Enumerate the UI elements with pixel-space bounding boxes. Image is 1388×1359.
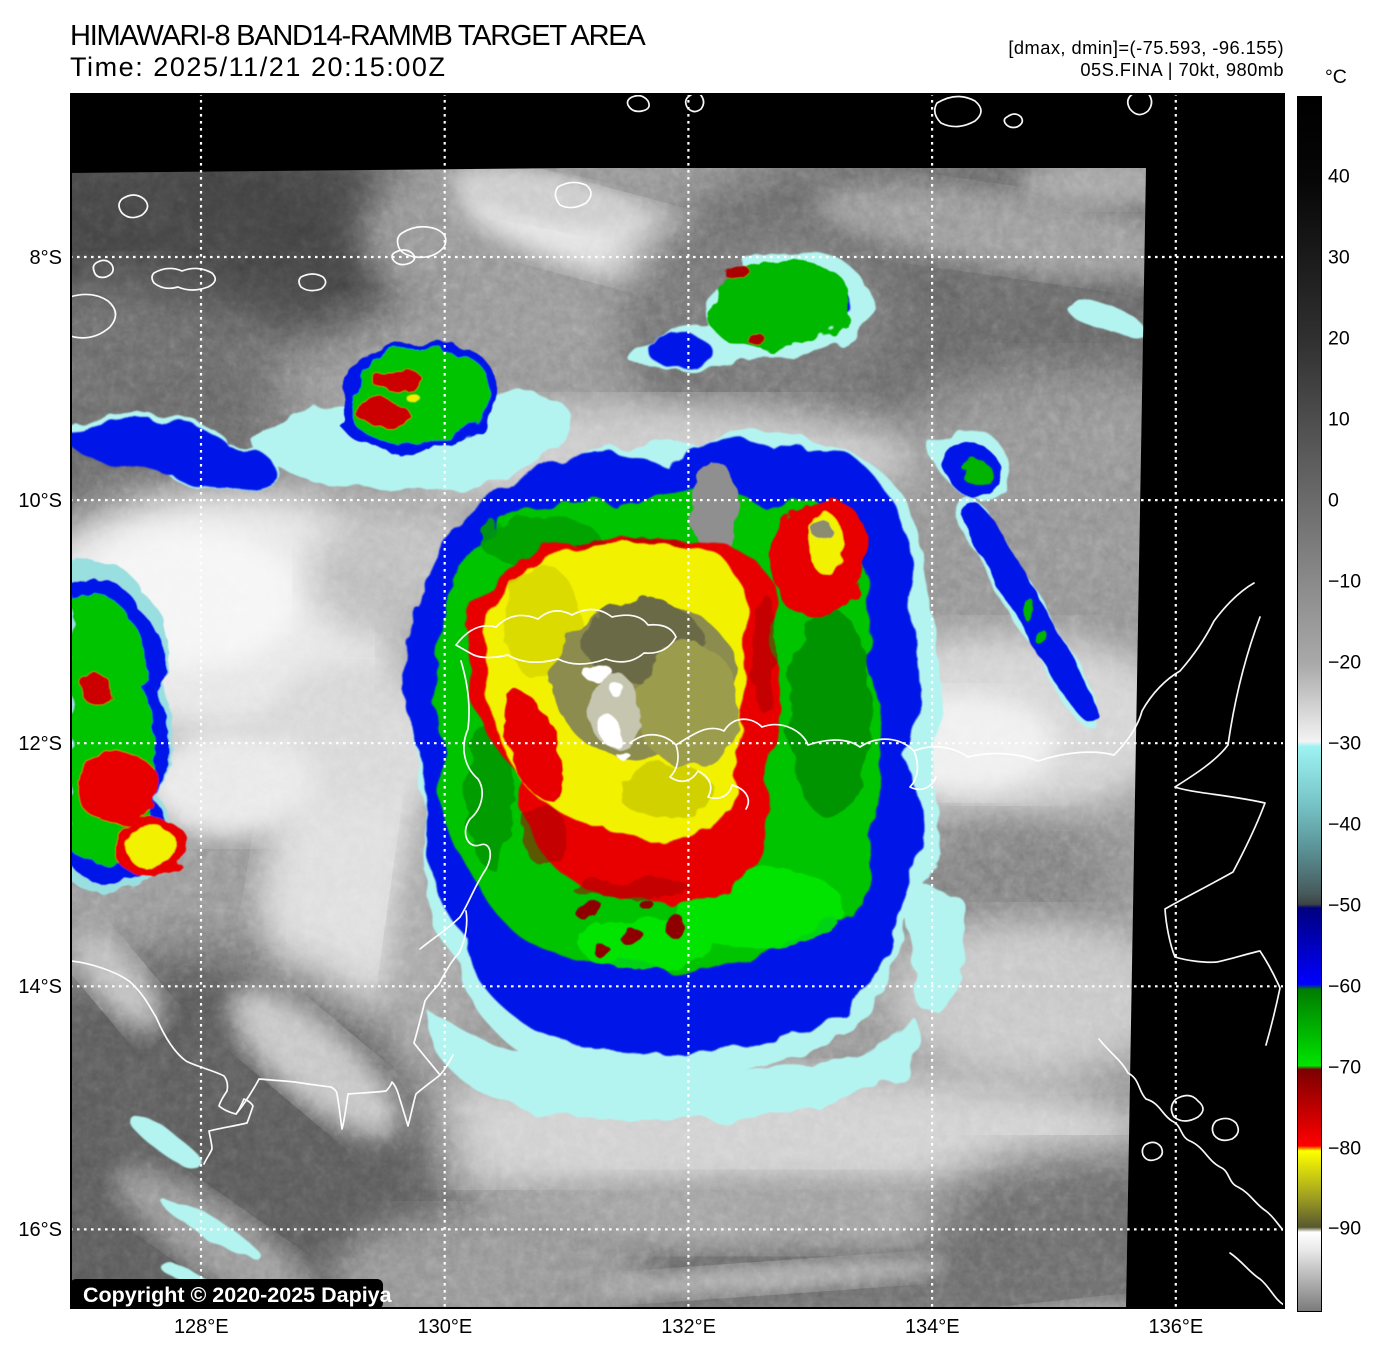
svg-text:Copyright © 2020-2025 Dapiya: Copyright © 2020-2025 Dapiya — [83, 1283, 393, 1307]
